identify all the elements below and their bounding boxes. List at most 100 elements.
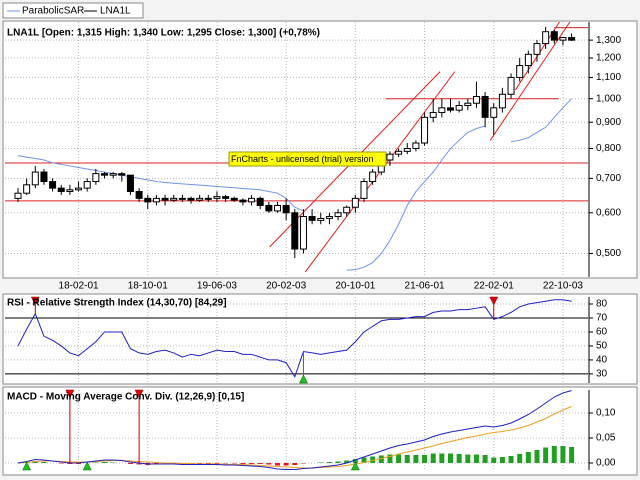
panel-title: MACD - Moving Average Conv. Div. (12,26,… bbox=[7, 392, 244, 403]
histogram-bar bbox=[569, 447, 575, 463]
candle-body bbox=[204, 197, 212, 200]
y-tick-label: 1,000 bbox=[596, 93, 621, 104]
histogram-bar bbox=[127, 463, 133, 464]
histogram-bar bbox=[499, 457, 505, 463]
candle-body bbox=[421, 116, 429, 144]
x-tick-label: 19-06-03 bbox=[197, 281, 237, 292]
histogram-bar bbox=[344, 460, 350, 463]
histogram-bar bbox=[387, 454, 393, 463]
plot-area bbox=[5, 297, 588, 383]
histogram-bar bbox=[525, 452, 531, 463]
candle-body bbox=[222, 196, 230, 199]
histogram-bar bbox=[508, 456, 514, 463]
rsi-panel bbox=[2, 293, 638, 385]
candle-body bbox=[334, 212, 342, 218]
candle-body bbox=[325, 216, 333, 219]
histogram-bar bbox=[249, 463, 255, 464]
histogram-bar bbox=[551, 446, 557, 463]
histogram-bar bbox=[102, 462, 107, 463]
histogram-bar bbox=[396, 454, 402, 463]
sell-signal bbox=[65, 389, 75, 399]
candle-body bbox=[429, 112, 437, 118]
candle-body bbox=[412, 142, 420, 150]
y-tick-label: 30 bbox=[596, 369, 608, 380]
histogram-bar bbox=[136, 463, 142, 465]
y-tick-label: 1,200 bbox=[596, 53, 621, 64]
histogram-bar bbox=[378, 455, 384, 463]
candle-body bbox=[438, 107, 446, 114]
y-tick-label: 70 bbox=[596, 313, 608, 324]
histogram-bar bbox=[58, 463, 64, 464]
candle-body bbox=[550, 31, 558, 41]
histogram-bar bbox=[300, 463, 306, 464]
histogram-bar bbox=[326, 462, 332, 463]
candle-body bbox=[40, 171, 48, 183]
histogram-bar bbox=[335, 461, 341, 463]
candle-body bbox=[92, 173, 100, 183]
candle-body bbox=[230, 197, 238, 201]
candle-body bbox=[83, 181, 91, 189]
histogram-bar bbox=[266, 463, 272, 465]
series-line bbox=[17, 390, 572, 470]
histogram-bar bbox=[404, 455, 410, 463]
plot-area bbox=[5, 22, 588, 277]
x-tick-label: 20-02-03 bbox=[266, 281, 306, 292]
candle-body bbox=[118, 173, 126, 176]
histogram-bar bbox=[430, 453, 436, 463]
plot-area bbox=[5, 390, 588, 470]
candle-body bbox=[472, 95, 480, 104]
candle-body bbox=[170, 197, 178, 201]
candle-body bbox=[23, 184, 31, 194]
histogram-bar bbox=[482, 455, 488, 463]
candle-body bbox=[360, 181, 368, 199]
candle-body bbox=[109, 173, 117, 176]
y-tick-label: 0,800 bbox=[596, 143, 621, 154]
candle-body bbox=[490, 107, 498, 118]
candle-body bbox=[447, 107, 454, 111]
histogram-bar bbox=[240, 463, 246, 464]
histogram-bar bbox=[223, 463, 229, 464]
candle-body bbox=[533, 43, 541, 55]
candle-body bbox=[299, 216, 307, 250]
candle-body bbox=[213, 196, 221, 199]
candle-body bbox=[161, 197, 169, 201]
sell-signal bbox=[30, 296, 40, 306]
trend-line bbox=[489, 22, 571, 141]
candle-body bbox=[152, 197, 160, 203]
sell-signal bbox=[489, 296, 499, 306]
price-panel bbox=[2, 20, 638, 279]
candle-body bbox=[403, 148, 411, 152]
candle-body bbox=[308, 216, 316, 221]
series-line bbox=[17, 299, 572, 378]
histogram-bar bbox=[205, 463, 211, 464]
y-tick-label: 1,100 bbox=[596, 72, 621, 83]
x-tick-label: 21-06-01 bbox=[405, 281, 445, 292]
histogram-bar bbox=[456, 454, 462, 463]
candle-body bbox=[31, 171, 39, 186]
series-line bbox=[17, 406, 572, 469]
candle-body bbox=[57, 187, 65, 192]
histogram-bar bbox=[275, 463, 280, 466]
histogram-bar bbox=[214, 463, 220, 464]
panel-title: LNA1L [Open: 1,315 High: 1,340 Low: 1,29… bbox=[7, 28, 320, 39]
histogram-bar bbox=[491, 457, 497, 463]
y-tick-label: 0,10 bbox=[596, 408, 616, 419]
legend-label: ParabolicSAR bbox=[22, 6, 84, 17]
histogram-bar bbox=[283, 463, 289, 466]
x-tick-label: 20-10-01 bbox=[335, 281, 375, 292]
y-tick-label: 0,500 bbox=[596, 248, 621, 259]
y-tick-label: 80 bbox=[596, 299, 608, 310]
candle-body bbox=[196, 197, 204, 201]
histogram-bar bbox=[231, 463, 237, 464]
x-tick-label: 18-10-01 bbox=[128, 281, 168, 292]
histogram-bar bbox=[534, 450, 540, 463]
x-tick-label: 18-02-01 bbox=[59, 281, 99, 292]
candle-body bbox=[369, 171, 377, 183]
candle-body bbox=[568, 37, 576, 41]
histogram-bar bbox=[41, 462, 47, 463]
candle-body bbox=[14, 192, 22, 199]
histogram-bar bbox=[439, 453, 445, 463]
sell-signal bbox=[134, 389, 144, 399]
histogram-bar bbox=[318, 462, 324, 463]
